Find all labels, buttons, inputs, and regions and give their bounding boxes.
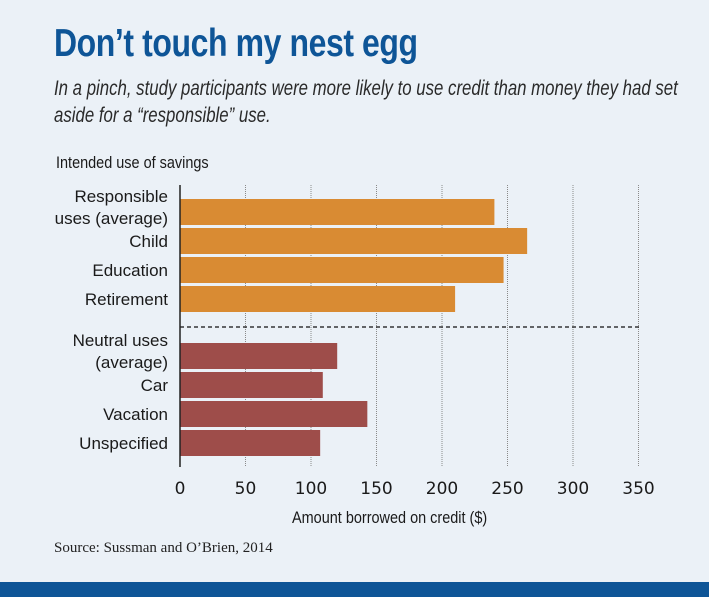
- x-axis-title: Amount borrowed on credit ($): [292, 508, 488, 527]
- footer-bar: [0, 582, 709, 597]
- bar-neutral-uses-average: [180, 343, 338, 369]
- x-tick-label: 250: [491, 479, 523, 499]
- chart-title: Don’t touch my nest egg: [54, 22, 418, 65]
- category-label: Responsible: [74, 187, 168, 206]
- x-tick-label: 300: [557, 479, 589, 499]
- source-note: Source: Sussman and O’Brien, 2014: [54, 540, 273, 556]
- bar-vacation: [180, 401, 368, 427]
- bars: [180, 199, 528, 456]
- category-label: Child: [129, 232, 168, 251]
- x-tick-label: 350: [622, 479, 654, 499]
- x-tick-label: 200: [426, 479, 458, 499]
- bar-responsible-uses-average: [180, 199, 495, 225]
- bar-retirement: [180, 286, 456, 312]
- category-label: uses (average): [55, 209, 168, 228]
- bar-unspecified: [180, 430, 321, 456]
- bar-education: [180, 257, 504, 283]
- category-label: Vacation: [103, 405, 168, 424]
- category-axis-title: Intended use of savings: [56, 153, 209, 172]
- x-tick-labels: 0 50 100 150 200 250 300 350: [175, 479, 655, 499]
- category-label: Car: [141, 376, 169, 395]
- category-label: Retirement: [85, 290, 168, 309]
- x-tick-label: 0: [175, 479, 186, 499]
- category-label: Unspecified: [79, 434, 168, 453]
- bar-child: [180, 228, 528, 254]
- chart-subtitle: In a pinch, study participants were more…: [54, 77, 678, 127]
- x-tick-label: 50: [235, 479, 257, 499]
- category-label: Education: [92, 261, 168, 280]
- bar-car: [180, 372, 323, 398]
- x-tick-label: 100: [295, 479, 327, 499]
- category-label: Neutral uses: [73, 331, 168, 350]
- category-label: (average): [95, 353, 168, 372]
- x-tick-label: 150: [360, 479, 392, 499]
- category-labels: Responsible uses (average) Child Education R…: [55, 187, 169, 453]
